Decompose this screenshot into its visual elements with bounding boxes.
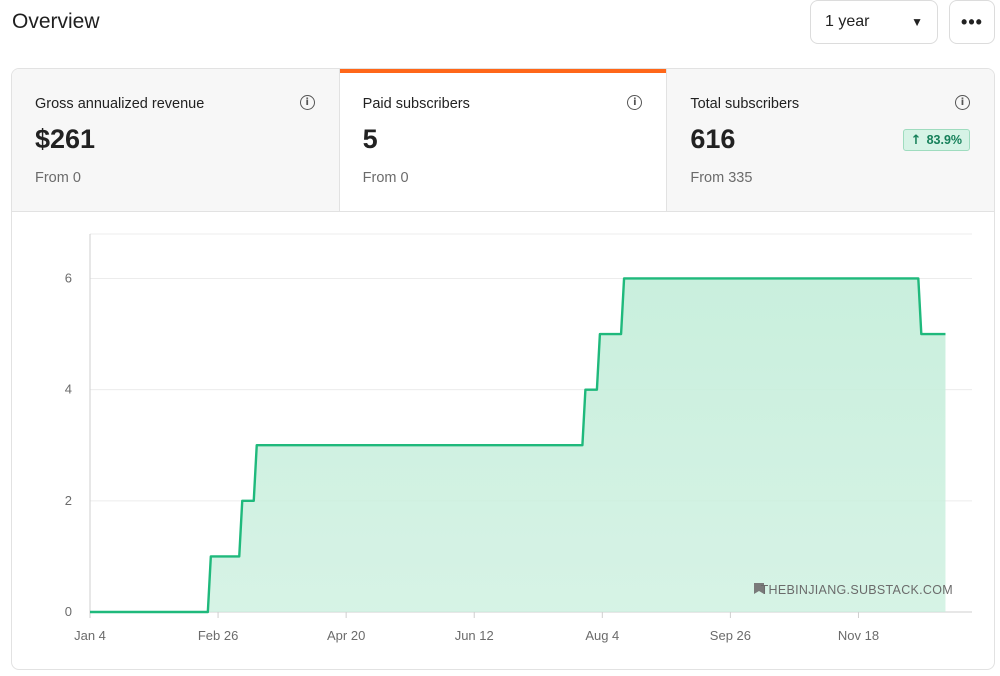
info-icon[interactable]: i — [627, 95, 643, 110]
data-point[interactable] — [942, 331, 948, 337]
x-tick-label: Aug 4 — [585, 628, 619, 643]
stat-label: Paid subscribers — [362, 96, 470, 112]
caret-down-icon: ▼ — [911, 15, 923, 29]
y-tick-label: 2 — [65, 493, 72, 508]
x-tick-label: Nov 18 — [838, 628, 879, 643]
more-horizontal-icon: ••• — [961, 11, 983, 32]
arrow-up-icon: ↑ — [910, 132, 922, 148]
stat-from: From 0 — [362, 170, 409, 186]
info-icon[interactable]: i — [299, 95, 315, 110]
subscribers-chart: 0 2 4 6 Jan 4 Feb 26 Apr 20 Jun 12 Aug 4 Sep 26 No… — [65, 233, 972, 643]
stat-card-paid-subscribers[interactable]: Paid subscribers i 5 From 0 — [339, 69, 668, 212]
data-point[interactable] — [239, 498, 245, 504]
stat-label: Total subscribers — [690, 96, 800, 112]
bookmark-icon — [754, 583, 764, 594]
overview-panel: Gross annualized revenue i $261 From 0 P… — [11, 68, 995, 670]
page-title: Overview — [12, 10, 100, 33]
y-tick-label: 0 — [65, 604, 72, 619]
stat-from: From 0 — [35, 170, 81, 186]
chart-area: 0 2 4 6 Jan 4 Feb 26 Apr 20 Jun 12 Aug 4 Sep 26 No… — [12, 212, 994, 669]
x-tick-label: Feb 26 — [198, 628, 238, 643]
stat-from: From 335 — [690, 170, 753, 186]
x-tick-label: Jun 12 — [455, 628, 494, 643]
stat-card-gross-revenue[interactable]: Gross annualized revenue i $261 From 0 — [12, 69, 340, 212]
series-line — [90, 277, 946, 614]
watermark-text: THEBINJIANG.SUBSTACK.COM — [761, 583, 953, 597]
stat-value: $261 — [35, 124, 96, 154]
time-range-value: 1 year — [825, 13, 870, 30]
stat-value: 616 — [690, 124, 736, 154]
data-point[interactable] — [87, 609, 93, 615]
y-tick-label: 4 — [65, 382, 72, 397]
time-range-select[interactable]: 1 year ▼ — [810, 0, 938, 44]
change-badge: ↑ 83.9% — [902, 129, 971, 151]
stat-value: 5 — [362, 124, 378, 154]
data-point[interactable] — [597, 331, 603, 337]
x-tick-label: Jan 4 — [74, 628, 106, 643]
x-tick-label: Sep 26 — [710, 628, 751, 643]
data-point[interactable] — [582, 387, 588, 393]
data-point[interactable] — [918, 331, 924, 337]
data-point[interactable] — [621, 275, 627, 281]
info-icon[interactable]: i — [955, 95, 971, 110]
y-tick-label: 6 — [65, 270, 72, 285]
stats-row: Gross annualized revenue i $261 From 0 P… — [12, 69, 994, 212]
x-tick-label: Apr 20 — [327, 628, 365, 643]
stat-card-total-subscribers[interactable]: Total subscribers i 616 ↑ 83.9% From 335 — [667, 69, 994, 212]
data-point[interactable] — [254, 442, 260, 448]
change-badge-text: 83.9% — [926, 133, 963, 147]
more-options-button[interactable]: ••• — [949, 0, 995, 44]
data-point[interactable] — [208, 553, 214, 559]
stat-label: Gross annualized revenue — [35, 96, 205, 112]
